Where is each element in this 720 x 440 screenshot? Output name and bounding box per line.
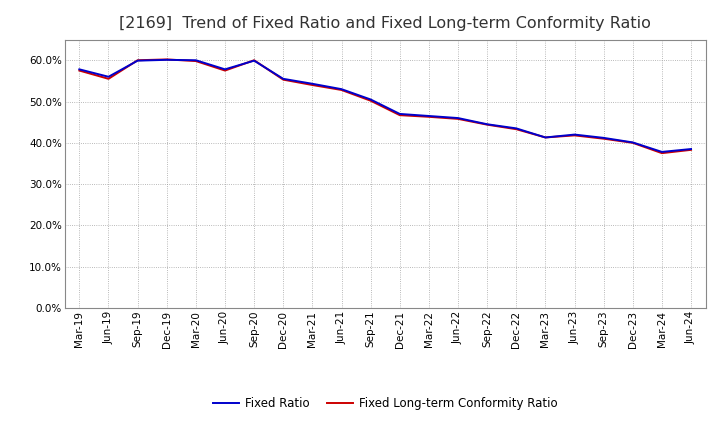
- Fixed Long-term Conformity Ratio: [220, 68, 229, 73]
- Fixed Ratio: [541, 135, 550, 140]
- Fixed Long-term Conformity Ratio: [570, 133, 579, 138]
- Fixed Ratio: [454, 115, 462, 121]
- Fixed Long-term Conformity Ratio: [366, 98, 375, 103]
- Fixed Long-term Conformity Ratio: [104, 76, 113, 81]
- Fixed Ratio: [250, 58, 258, 63]
- Fixed Long-term Conformity Ratio: [133, 58, 142, 63]
- Fixed Long-term Conformity Ratio: [192, 59, 200, 64]
- Legend: Fixed Ratio, Fixed Long-term Conformity Ratio: Fixed Ratio, Fixed Long-term Conformity …: [208, 392, 562, 415]
- Fixed Long-term Conformity Ratio: [279, 77, 287, 82]
- Fixed Long-term Conformity Ratio: [483, 122, 492, 127]
- Fixed Long-term Conformity Ratio: [163, 57, 171, 62]
- Fixed Ratio: [220, 67, 229, 72]
- Fixed Ratio: [279, 76, 287, 81]
- Fixed Ratio: [687, 147, 696, 152]
- Fixed Long-term Conformity Ratio: [541, 135, 550, 140]
- Fixed Ratio: [192, 58, 200, 63]
- Fixed Long-term Conformity Ratio: [629, 140, 637, 146]
- Fixed Ratio: [337, 87, 346, 92]
- Fixed Long-term Conformity Ratio: [308, 82, 317, 88]
- Fixed Ratio: [570, 132, 579, 137]
- Fixed Ratio: [163, 57, 171, 62]
- Fixed Ratio: [629, 140, 637, 145]
- Fixed Long-term Conformity Ratio: [512, 127, 521, 132]
- Fixed Ratio: [425, 114, 433, 119]
- Fixed Ratio: [395, 111, 404, 117]
- Title: [2169]  Trend of Fixed Ratio and Fixed Long-term Conformity Ratio: [2169] Trend of Fixed Ratio and Fixed Lo…: [120, 16, 651, 32]
- Fixed Ratio: [599, 135, 608, 140]
- Fixed Long-term Conformity Ratio: [657, 150, 666, 156]
- Fixed Long-term Conformity Ratio: [75, 68, 84, 73]
- Fixed Long-term Conformity Ratio: [250, 58, 258, 63]
- Fixed Long-term Conformity Ratio: [687, 147, 696, 153]
- Fixed Long-term Conformity Ratio: [454, 116, 462, 121]
- Fixed Ratio: [512, 126, 521, 131]
- Fixed Ratio: [104, 74, 113, 79]
- Fixed Long-term Conformity Ratio: [599, 136, 608, 141]
- Fixed Long-term Conformity Ratio: [425, 114, 433, 119]
- Fixed Ratio: [483, 121, 492, 127]
- Line: Fixed Ratio: Fixed Ratio: [79, 60, 691, 152]
- Fixed Ratio: [308, 81, 317, 86]
- Fixed Ratio: [133, 58, 142, 63]
- Fixed Long-term Conformity Ratio: [337, 87, 346, 92]
- Fixed Ratio: [657, 149, 666, 154]
- Fixed Ratio: [75, 67, 84, 72]
- Fixed Long-term Conformity Ratio: [395, 113, 404, 118]
- Line: Fixed Long-term Conformity Ratio: Fixed Long-term Conformity Ratio: [79, 59, 691, 153]
- Fixed Ratio: [366, 97, 375, 102]
